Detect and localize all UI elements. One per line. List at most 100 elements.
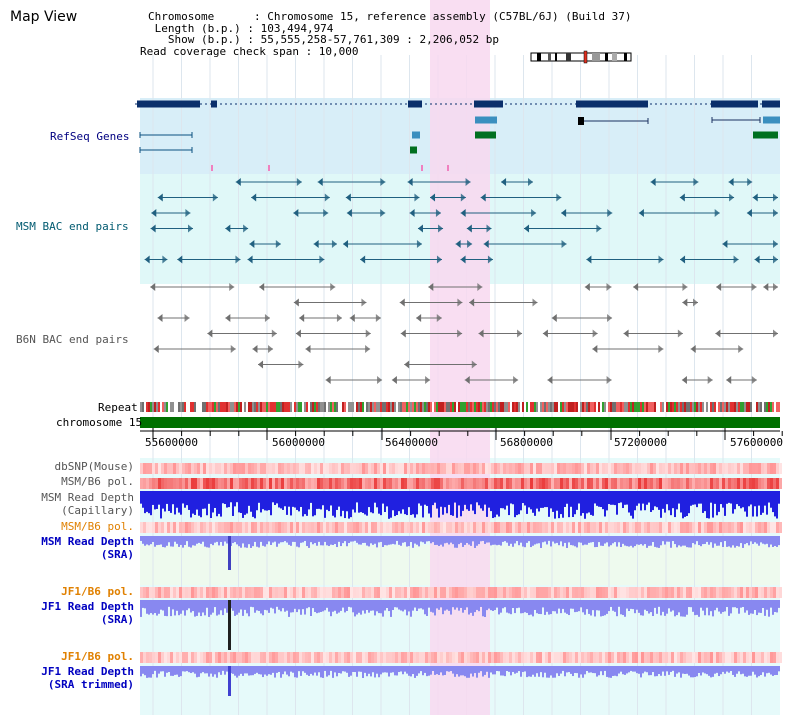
repeat-cell xyxy=(508,402,510,412)
depth-bar xyxy=(402,666,404,675)
heat-cell xyxy=(281,587,284,598)
track-label-msm-depth-sra[interactable]: MSM Read Depth (SRA) xyxy=(41,535,134,561)
depth-bar xyxy=(548,666,550,678)
repeat-cell xyxy=(718,402,720,412)
heat-cell xyxy=(476,522,479,533)
heat-cell xyxy=(158,587,161,598)
heat-cell xyxy=(299,652,302,663)
b6n-bac-pair-end xyxy=(738,345,744,353)
track-label-jf1-depth-trimmed[interactable]: JF1 Read Depth (SRA trimmed) xyxy=(41,665,134,691)
depth-bar xyxy=(410,666,412,677)
heat-cell xyxy=(662,478,665,489)
track-label-b6n-bac[interactable]: B6N BAC end pairs xyxy=(16,333,129,346)
depth-bar xyxy=(452,600,454,608)
depth-bar xyxy=(436,666,438,675)
heat-cell xyxy=(257,587,260,598)
b6n-bac-pair-end xyxy=(751,283,757,291)
track-label-repeat[interactable]: Repeat xyxy=(98,401,138,414)
depth-bar xyxy=(540,666,542,673)
heat-cell xyxy=(434,478,437,489)
depth-bar xyxy=(148,491,150,514)
repeat-cell xyxy=(306,402,308,412)
heat-cell xyxy=(524,463,527,474)
depth-bar xyxy=(534,666,536,677)
depth-bar xyxy=(360,666,362,672)
heat-cell xyxy=(707,478,710,489)
depth-bar xyxy=(718,536,720,546)
heat-cell xyxy=(608,463,611,474)
b6n-bac-pair-end xyxy=(299,314,305,322)
heat-cell xyxy=(731,478,734,489)
track-label-jf1-pol[interactable]: JF1/B6 pol. xyxy=(61,585,134,598)
depth-bar xyxy=(566,491,568,504)
depth-bar xyxy=(708,600,710,616)
depth-bar xyxy=(200,491,202,518)
repeat-cell xyxy=(636,402,638,412)
depth-bar xyxy=(686,666,688,674)
depth-bar xyxy=(292,536,294,542)
depth-bar xyxy=(140,600,142,617)
depth-bar xyxy=(772,666,774,676)
depth-bar xyxy=(148,536,150,546)
depth-bar xyxy=(354,536,356,541)
depth-bar xyxy=(774,491,776,517)
heat-cell xyxy=(587,652,590,663)
depth-bar xyxy=(632,536,634,548)
track-label-chromosome[interactable]: chromosome 15 xyxy=(56,416,143,429)
depth-bar xyxy=(166,491,168,504)
heat-cell xyxy=(638,478,641,489)
heat-cell xyxy=(704,463,707,474)
depth-bar xyxy=(206,491,208,516)
depth-bar xyxy=(604,491,606,517)
heat-cell xyxy=(146,587,149,598)
heat-cell xyxy=(266,652,269,663)
heat-cell xyxy=(704,587,707,598)
track-label-refseq[interactable]: RefSeq Genes xyxy=(50,130,130,143)
depth-bar xyxy=(300,666,302,676)
heat-cell xyxy=(662,652,665,663)
heat-cell xyxy=(380,522,383,533)
heat-cell xyxy=(656,587,659,598)
heat-cell xyxy=(458,587,461,598)
heat-cell xyxy=(200,587,203,598)
heat-cell xyxy=(761,652,764,663)
depth-bar xyxy=(570,491,572,507)
depth-bar xyxy=(718,491,720,512)
track-label-msm-pol[interactable]: MSM/B6 pol. xyxy=(61,475,134,488)
heat-cell xyxy=(410,587,413,598)
heat-cell xyxy=(146,522,149,533)
track-label-msm-depth-capillary[interactable]: MSM Read Depth (Capillary) xyxy=(41,491,134,517)
depth-bar xyxy=(248,600,250,617)
heat-cell xyxy=(164,652,167,663)
depth-bar xyxy=(200,666,202,674)
heat-cell xyxy=(434,652,437,663)
heat-cell xyxy=(467,522,470,533)
heat-cell xyxy=(353,478,356,489)
heat-cell xyxy=(632,587,635,598)
track-label-jf1-depth-sra[interactable]: JF1 Read Depth (SRA) xyxy=(41,600,134,626)
heat-cell xyxy=(527,652,530,663)
heat-cell xyxy=(521,522,524,533)
heat-cell xyxy=(311,522,314,533)
heat-cell xyxy=(176,652,179,663)
heat-cell xyxy=(437,463,440,474)
track-label-msm-bac[interactable]: MSM BAC end pairs xyxy=(16,220,129,233)
track-label-msm-pol-2[interactable]: MSM/B6 pol. xyxy=(61,520,134,533)
heat-cell xyxy=(245,652,248,663)
repeat-cell xyxy=(420,402,422,412)
depth-bar xyxy=(310,536,312,543)
depth-bar xyxy=(156,536,158,546)
repeat-cell xyxy=(678,402,680,412)
heat-cell xyxy=(419,587,422,598)
depth-bar xyxy=(214,666,216,675)
heat-cell xyxy=(479,522,482,533)
depth-bar xyxy=(182,491,184,504)
repeat-cell xyxy=(772,402,774,412)
track-label-jf1-pol-2[interactable]: JF1/B6 pol. xyxy=(61,650,134,663)
track-label-dbsnp[interactable]: dbSNP(Mouse) xyxy=(54,460,134,473)
heat-cell xyxy=(218,463,221,474)
depth-bar xyxy=(308,666,310,676)
depth-bar xyxy=(624,600,626,617)
heat-cell xyxy=(344,652,347,663)
